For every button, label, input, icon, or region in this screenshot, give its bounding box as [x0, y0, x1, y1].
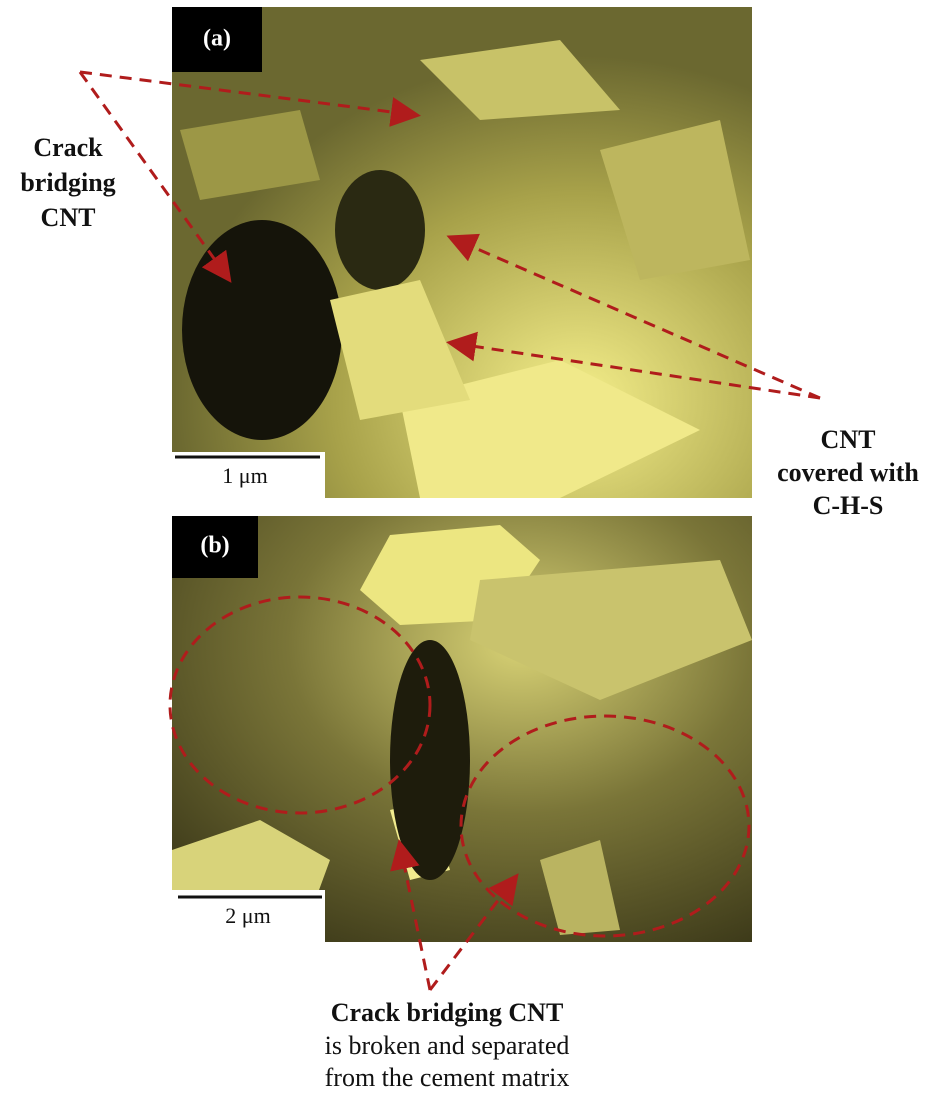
sem-image-a — [172, 7, 752, 498]
annotation: is broken and separated — [325, 1031, 570, 1060]
annotation: Crack bridging CNT — [331, 998, 564, 1027]
figure: (a) (b) 1 μm 2 μm Crack bridging CNT CNT… — [0, 0, 935, 1091]
annotation: bridging — [20, 168, 115, 197]
annotation: C-H-S — [813, 491, 884, 520]
annotation: covered with — [777, 458, 919, 487]
scale-bar-label: 1 μm — [222, 463, 267, 488]
panel-label: (b) — [200, 533, 229, 559]
annotation: CNT — [41, 203, 96, 232]
scale-bar-label: 2 μm — [225, 903, 270, 928]
annotation: from the cement matrix — [325, 1063, 570, 1091]
annotation: Crack — [33, 133, 103, 162]
annotation: CNT — [821, 425, 876, 454]
sem-image-b — [172, 516, 752, 942]
panel-label: (a) — [203, 26, 231, 52]
